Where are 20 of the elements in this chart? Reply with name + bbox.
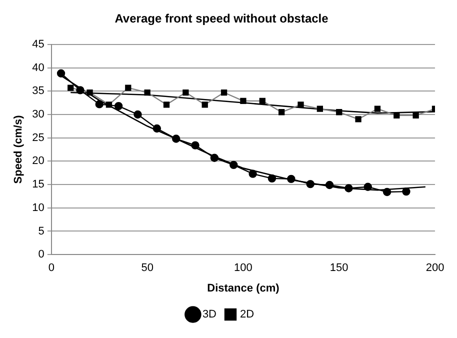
y-tick-label: 20 bbox=[32, 155, 44, 168]
x-tick-label: 50 bbox=[141, 262, 154, 274]
y-axis-title: Speed (cm/s) bbox=[12, 114, 25, 184]
y-tick-label: 25 bbox=[32, 132, 44, 144]
x-tick-label: 150 bbox=[330, 262, 348, 274]
legend-label: 2D bbox=[240, 308, 254, 321]
x-tick-label: 200 bbox=[426, 262, 444, 274]
legend-label: 3D bbox=[202, 308, 217, 321]
x-tick-label: 0 bbox=[48, 262, 54, 274]
y-tick-label: 40 bbox=[32, 62, 44, 74]
chart-title: Average front speed without obstacle bbox=[114, 12, 329, 26]
y-tick-label: 5 bbox=[38, 225, 44, 238]
y-tick-label: 10 bbox=[32, 202, 44, 214]
y-tick-label: 45 bbox=[32, 38, 44, 50]
y-tick-label: 15 bbox=[32, 178, 44, 191]
x-axis-title: Distance (cm) bbox=[207, 282, 280, 294]
y-tick-label: 35 bbox=[32, 85, 44, 98]
y-tick-label: 0 bbox=[38, 248, 44, 261]
x-tick-label: 100 bbox=[234, 262, 252, 274]
y-tick-label: 30 bbox=[32, 108, 44, 120]
